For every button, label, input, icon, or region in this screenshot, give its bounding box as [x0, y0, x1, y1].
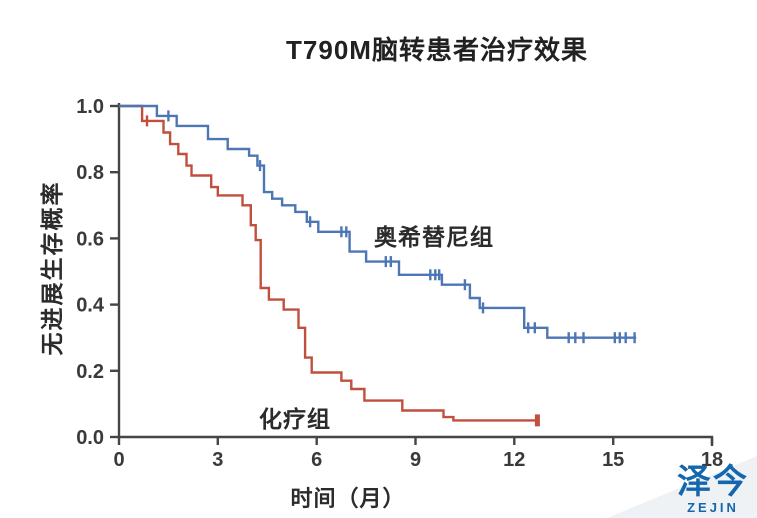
logo-zejin-en: ZEJIN [687, 499, 739, 515]
y-tick-label: 0.2 [76, 361, 104, 383]
x-tick-label: 12 [503, 449, 525, 471]
series-label-osimertinib: 奥希替尼组 [374, 224, 494, 250]
x-axis-title: 时间（月） [290, 486, 406, 511]
axes [110, 103, 714, 446]
x-tick-label: 6 [311, 449, 322, 471]
y-tick-label: 0.4 [76, 295, 105, 317]
series-chemo-curve [119, 104, 540, 427]
y-tick-label: 1.0 [76, 96, 104, 118]
logo-zejin-cn: 泽今 [677, 463, 749, 502]
y-tick-label: 0.8 [76, 162, 104, 184]
x-tick-label: 9 [410, 449, 421, 471]
logo-zejin: 泽今 ZEJIN [675, 465, 751, 514]
y-tick-label: 0.0 [76, 427, 104, 449]
x-tick-label: 0 [113, 449, 124, 471]
series-label-chemo: 化疗组 [259, 406, 331, 432]
y-tick-label: 0.6 [76, 228, 104, 250]
tick-labels: 0.00.20.40.60.81.00 3 6 9 12 15 18 [76, 96, 723, 471]
x-tick-label: 3 [212, 449, 223, 471]
corner-watermark [607, 456, 757, 518]
series-osimertinib-curve [119, 104, 637, 344]
chart-title: T790M脑转患者治疗效果 [286, 35, 588, 65]
